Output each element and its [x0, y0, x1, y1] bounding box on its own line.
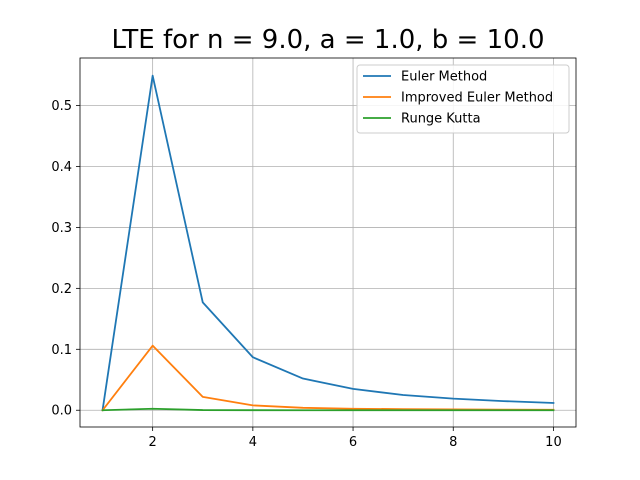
series-line-3: [101, 407, 555, 412]
x-tick-label: 2: [149, 435, 157, 450]
plot-frame: [79, 57, 577, 428]
legend-label: Runge Kutta: [401, 112, 481, 127]
y-tick-label: 0.2: [51, 282, 72, 297]
y-tick-label: 0.0: [51, 404, 72, 419]
series-line-1: [101, 74, 555, 412]
y-tick-label: 0.5: [51, 99, 72, 114]
series-lines: [101, 74, 555, 412]
legend-label: Euler Method: [401, 70, 487, 85]
legend: Euler Method Improved Euler Method Runge K…: [356, 64, 570, 134]
y-tick-label: 0.1: [51, 343, 72, 358]
axis-ticks: 2 4 6 8 10 0.0 0.1 0.2 0.3 0.4 0.5: [51, 99, 561, 450]
y-tick-label: 0.4: [51, 160, 72, 175]
x-tick-label: 4: [249, 435, 257, 450]
y-tick-label: 0.3: [51, 221, 72, 236]
x-tick-label: 8: [449, 435, 457, 450]
x-tick-label: 6: [349, 435, 357, 450]
legend-box: [356, 64, 570, 134]
chart-title: LTE for n = 9.0, a = 1.0, b = 10.0: [112, 25, 545, 55]
x-tick-label: 10: [545, 435, 562, 450]
legend-label: Improved Euler Method: [401, 91, 553, 106]
